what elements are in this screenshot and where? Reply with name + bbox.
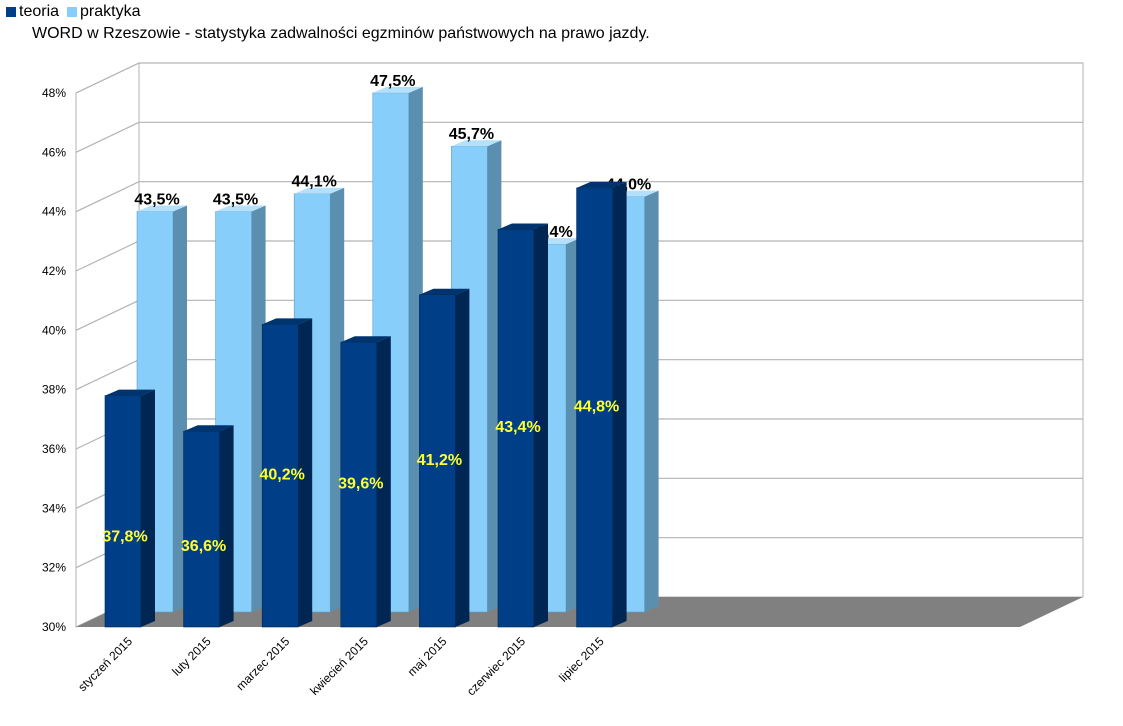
data-label-praktyka: 47,5% xyxy=(370,73,415,90)
data-label-praktyka: 44,1% xyxy=(292,174,337,191)
legend-label-teoria: teoria xyxy=(19,3,60,20)
bar-praktyka-top xyxy=(372,86,423,93)
bar-teoria-2-top xyxy=(262,318,313,325)
legend-item-teoria: teoria xyxy=(6,3,59,21)
data-label-praktyka: 43,5% xyxy=(213,192,258,209)
x-tick-label: styczeń 2015 xyxy=(75,634,135,694)
bar-teoria-5-top xyxy=(498,223,548,230)
bar-teoria-2-side xyxy=(298,318,313,627)
x-tick-label: marzec 2015 xyxy=(233,634,292,693)
gridline-side xyxy=(75,121,140,153)
gridline-side xyxy=(75,359,140,391)
bar-praktyka-top xyxy=(294,187,345,194)
bar-praktyka-side xyxy=(644,190,659,612)
bar-praktyka-top xyxy=(215,205,266,212)
x-tick-label: luty 2015 xyxy=(169,634,214,679)
data-label-praktyka: 43,5% xyxy=(134,192,179,209)
bar-teoria-0-front xyxy=(104,395,142,628)
data-label-teoria: 43,4% xyxy=(495,419,540,436)
y-tick-label: 36% xyxy=(42,442,66,456)
y-tick-label: 30% xyxy=(42,620,66,634)
bar-teoria-5-front xyxy=(497,229,535,628)
data-label-praktyka: 45,7% xyxy=(449,126,494,143)
gridline-side xyxy=(75,299,140,331)
bar-teoria-3-front xyxy=(340,341,378,628)
bar-praktyka-top xyxy=(451,140,502,147)
bar-teoria-6-top xyxy=(576,181,627,188)
x-tick-label: maj 2015 xyxy=(405,634,450,679)
y-tick-label: 34% xyxy=(42,501,66,515)
legend: teoria praktyka xyxy=(6,3,149,21)
data-label-teoria: 44,8% xyxy=(574,398,619,415)
bar-teoria-3-side xyxy=(376,336,391,627)
bar-teoria-1-front xyxy=(183,430,220,628)
legend-swatch-teoria xyxy=(6,7,16,17)
chart-title: WORD w Rzeszowie - statystyka zadwalnośc… xyxy=(32,25,650,42)
legend-item-praktyka: praktyka xyxy=(67,3,141,21)
x-tick-label: czerwiec 2015 xyxy=(464,634,528,698)
bar-teoria-2-front xyxy=(261,324,299,628)
bar-teoria-1-top xyxy=(183,425,234,432)
data-label-teoria: 37,8% xyxy=(102,528,147,545)
gridline-side xyxy=(75,181,140,213)
y-tick-label: 40% xyxy=(42,323,66,337)
legend-label-praktyka: praktyka xyxy=(80,3,141,20)
data-label-teoria: 41,2% xyxy=(417,452,462,469)
bar-praktyka-top xyxy=(137,205,187,212)
data-label-teoria: 39,6% xyxy=(338,476,383,493)
y-tick-label: 44% xyxy=(42,205,66,219)
bar-teoria-3-top xyxy=(340,336,391,343)
data-label-teoria: 36,6% xyxy=(181,538,226,555)
bar-teoria-4-side xyxy=(455,288,470,627)
y-tick-label: 48% xyxy=(42,86,66,100)
legend-swatch-praktyka xyxy=(67,7,78,17)
bar-teoria-1-side xyxy=(219,425,234,627)
gridline-side xyxy=(75,62,140,94)
bar-teoria-0-top xyxy=(105,389,155,396)
bar-teoria-6-front xyxy=(576,187,613,628)
data-label-teoria: 40,2% xyxy=(260,467,305,484)
gridline-side xyxy=(75,240,140,272)
bar-teoria-4-front xyxy=(419,294,456,628)
y-tick-label: 38% xyxy=(42,383,66,397)
bar-teoria-4-top xyxy=(419,288,470,295)
bar-teoria-6-side xyxy=(612,181,627,627)
x-tick-label: lipiec 2015 xyxy=(556,634,607,685)
y-tick-label: 32% xyxy=(42,561,66,575)
bar-teoria-5-side xyxy=(534,223,548,627)
bar-teoria-0-side xyxy=(141,389,155,627)
y-tick-label: 46% xyxy=(42,145,66,159)
y-tick-label: 42% xyxy=(42,264,66,278)
x-tick-label: kwiecień 2015 xyxy=(307,634,371,698)
